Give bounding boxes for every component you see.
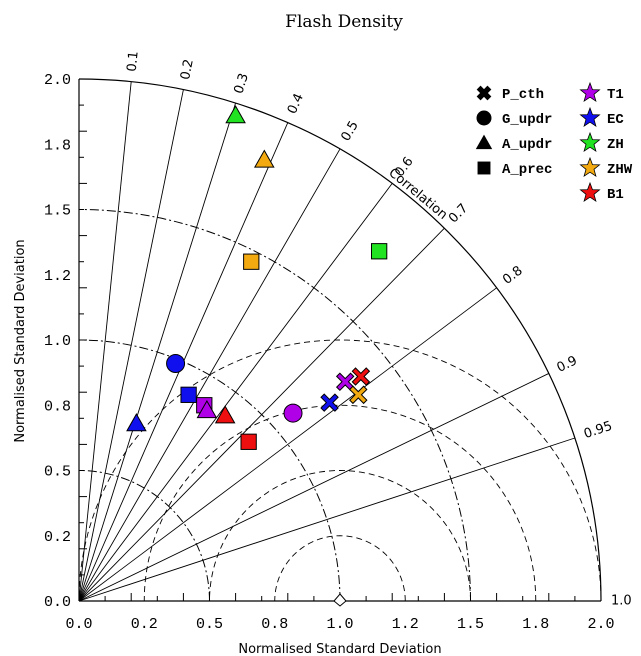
correlation-line [78,81,132,602]
rms-arc [78,339,602,602]
point-square-ec [180,386,197,403]
x-tick-label: 0.5 [196,616,223,633]
correlation-tick-label: 0.2 [178,58,197,81]
y-tick-label: 0.8 [44,398,71,415]
point-x-ec [320,393,339,412]
correlation-tick-label: 1.0 [611,594,632,609]
rms-arc [209,470,471,602]
y-tick-label: 0.5 [44,464,71,481]
y-tick-label: 1.5 [44,203,71,220]
reference-marker [333,593,347,607]
correlation-tick-label: 0.9 [555,353,580,376]
correlation-line [78,183,393,602]
point-square-b1 [240,433,257,450]
correlation-line [78,102,237,602]
x-tick-label: 1.5 [457,616,484,633]
legend-label: ZH [607,137,624,153]
point-x-b1 [351,367,371,386]
point-triangle-zh [225,105,246,124]
std-dev-arc [78,209,471,602]
legend: P_cth G_updr A_updr A_prec T1 EC ZH ZHW B1 [475,81,633,203]
legend-marker-triangle [475,134,493,150]
correlation-tick-label: 0.3 [231,72,252,96]
point-triangle-t1 [196,400,218,419]
y-tick-label: 0.0 [44,594,71,611]
correlation-line [78,373,549,602]
legend-label: T1 [607,87,624,103]
point-x-zhw [349,385,368,405]
x-tick-label: 0.0 [65,616,92,633]
legend-star-zhw [579,156,601,178]
legend-star-b1 [579,181,601,203]
y-tick-label: 0.2 [44,529,71,546]
outer-arc [78,78,602,602]
x-tick-label: 0.8 [261,616,288,633]
correlation-tick-label: 0.1 [125,50,142,72]
std-dev-arc [78,470,210,602]
grid-layer [78,81,602,602]
legend-label: A_prec [502,162,552,178]
correlation-line [78,148,341,602]
point-square-zh [371,243,388,260]
correlation-tick-label: 0.5 [339,119,362,144]
correlation-arc-label: Correlation [386,165,451,222]
rms-arc [274,535,406,602]
correlation-tick-label: 0.7 [446,201,471,226]
std-dev-arc [78,339,341,602]
legend-marker-circle [476,110,492,126]
point-triangle-ec [126,413,147,432]
x-tick-label: 2.0 [587,616,614,633]
correlation-tick-label: 0.4 [285,91,307,116]
y-tick-label: 1.8 [44,137,71,154]
legend-star-ec [579,106,601,128]
point-triangle-zhw [254,149,275,168]
correlation-tick-label: 0.95 [582,419,614,442]
legend-label: G_updr [502,112,552,128]
legend-label: P_cth [502,87,544,103]
point-circle-t1 [283,403,303,423]
chart-title: Flash Density [285,12,403,32]
legend-label: A_updr [502,137,552,153]
legend-star-t1 [579,81,601,103]
legend-label: EC [607,112,624,128]
x-tick-label: 1.8 [522,616,549,633]
point-square-zhw [243,253,260,270]
correlation-line [78,287,497,602]
x-axis-label: Normalised Standard Deviation [238,642,441,656]
correlation-tick-label: 0.8 [500,263,526,287]
legend-label: ZHW [607,162,633,178]
correlation-line [78,227,445,602]
point-circle-ec [166,353,186,373]
legend-star-zh [579,131,601,153]
correlation-line [78,89,184,602]
correlation-line [78,437,576,602]
y-tick-label: 2.0 [44,72,71,89]
legend-marker-square [477,161,491,175]
y-axis-label: Normalised Standard Deviation [13,239,28,442]
legend-marker-x [476,85,492,101]
data-points [126,105,388,450]
rms-arc [143,404,537,602]
legend-label: B1 [607,187,624,203]
x-tick-label: 1.2 [392,616,419,633]
x-tick-label: 0.2 [131,616,158,633]
y-tick-label: 1.2 [44,268,71,285]
y-tick-label: 1.0 [44,333,71,350]
x-tick-label: 1.0 [326,616,353,633]
point-triangle-b1 [214,405,236,424]
